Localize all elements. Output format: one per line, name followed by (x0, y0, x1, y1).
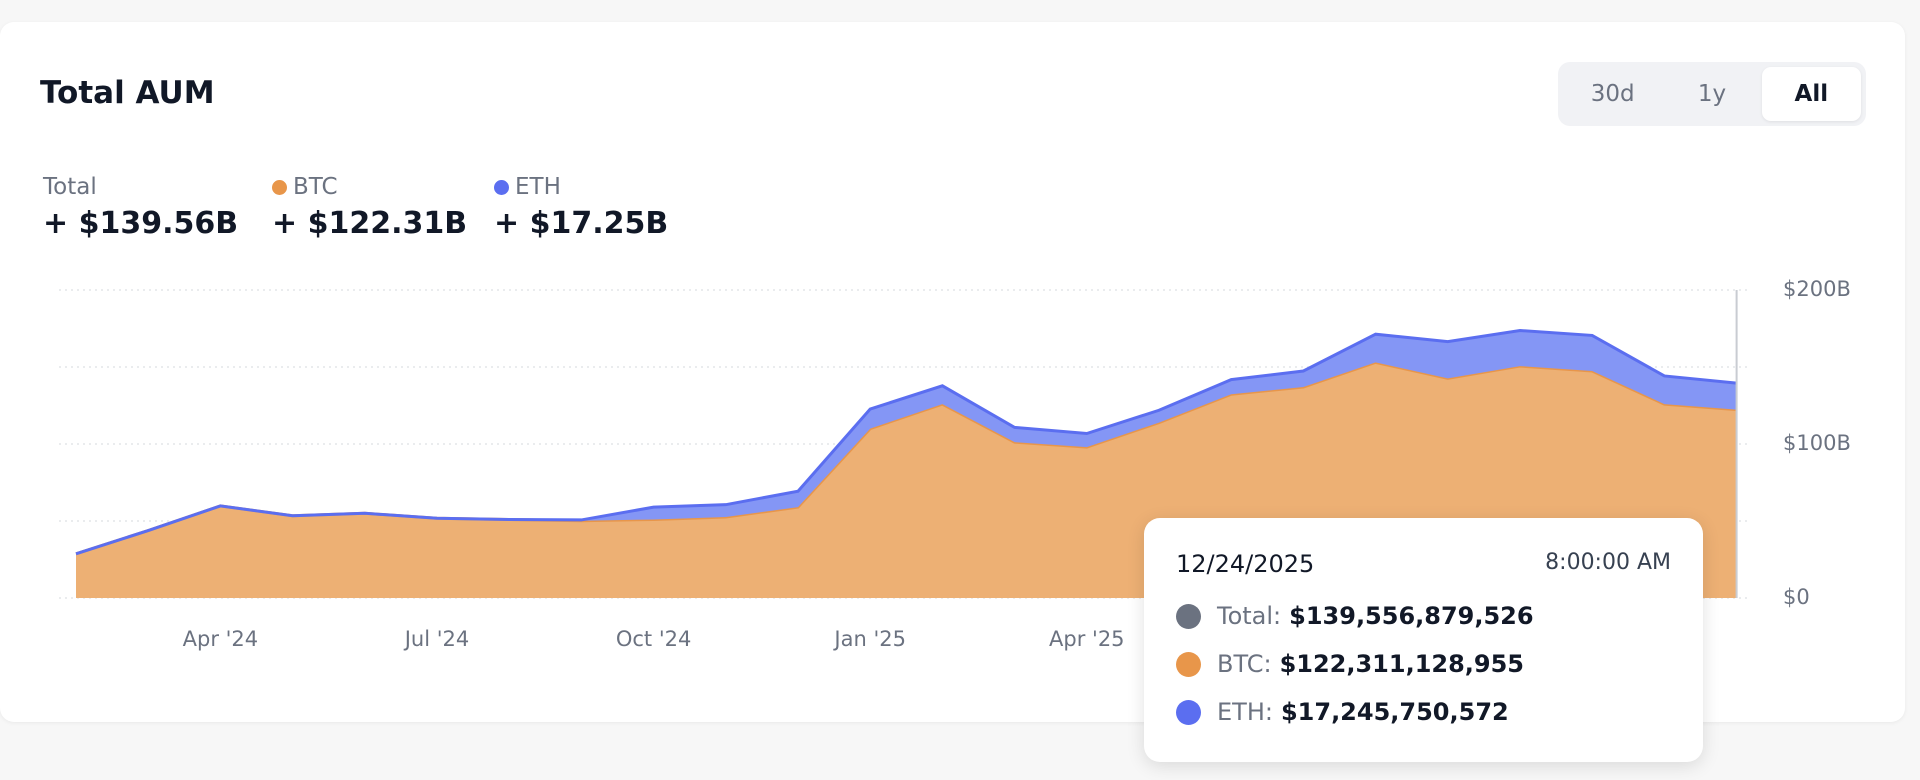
range-button[interactable]: 30d (1590, 81, 1635, 107)
summary-eth: ETH + $17.25B (494, 174, 668, 241)
x-tick-label: Jul '24 (403, 627, 470, 651)
area (76, 330, 1737, 554)
tooltip-row: ETH: $17,245,750,572 (1176, 688, 1671, 736)
tooltip-row: BTC: $122,311,128,955 (1176, 640, 1671, 688)
tooltip-dot (1176, 651, 1201, 677)
summary-label: BTC (272, 174, 467, 200)
tooltip-label: Total: (1217, 602, 1282, 630)
summary-value: + $122.31B (272, 206, 468, 241)
legend-label: ETH (515, 174, 561, 200)
card-title: Total AUM (40, 75, 215, 111)
area-line (75, 328, 1737, 556)
tooltip: 12/24/2025 8:00:00 AM Total: $139,556,879,… (1144, 518, 1703, 762)
legend-label: BTC (293, 174, 338, 200)
range-selector: 30d 1y All (1558, 62, 1866, 126)
summary-btc: BTC + $122.31B (272, 174, 467, 241)
tooltip-label: ETH: (1217, 698, 1273, 726)
tooltip-header: 12/24/2025 8:00:00 AM (1176, 550, 1671, 578)
y-tick-label: $0 (1783, 585, 1810, 609)
y-tick-label: $200B (1783, 277, 1851, 301)
summary-label: Total (43, 174, 97, 200)
tooltip-value: $139,556,879,526 (1289, 602, 1534, 630)
summary-total: Total + $139.56B (43, 174, 238, 241)
range-button[interactable]: All (1761, 67, 1861, 121)
legend-dot (272, 179, 287, 195)
summary-value: + $139.56B (43, 206, 239, 241)
x-tick-label: Apr '25 (1049, 627, 1125, 651)
x-tick-label: Oct '24 (616, 627, 691, 651)
tooltip-rows: Total: $139,556,879,526 BTC: $122,311,128,9… (1176, 592, 1671, 736)
tooltip-value: $17,245,750,572 (1280, 698, 1509, 726)
tooltip-time: 8:00:00 AM (1545, 550, 1671, 575)
tooltip-dot (1176, 699, 1201, 725)
tooltip-label: BTC: (1217, 650, 1272, 678)
x-tick-label: Jan '25 (832, 627, 906, 651)
tooltip-dot (1176, 603, 1201, 629)
legend-dot (494, 179, 509, 195)
summary-value: + $17.25B (494, 206, 669, 241)
range-button[interactable]: 1y (1697, 81, 1727, 107)
summary-label: ETH (494, 174, 668, 200)
tooltip-date: 12/24/2025 (1176, 550, 1315, 578)
x-tick-label: Apr '24 (183, 627, 259, 651)
y-tick-label: $100B (1783, 431, 1851, 455)
tooltip-row: Total: $139,556,879,526 (1176, 592, 1671, 640)
tooltip-value: $122,311,128,955 (1279, 650, 1525, 678)
